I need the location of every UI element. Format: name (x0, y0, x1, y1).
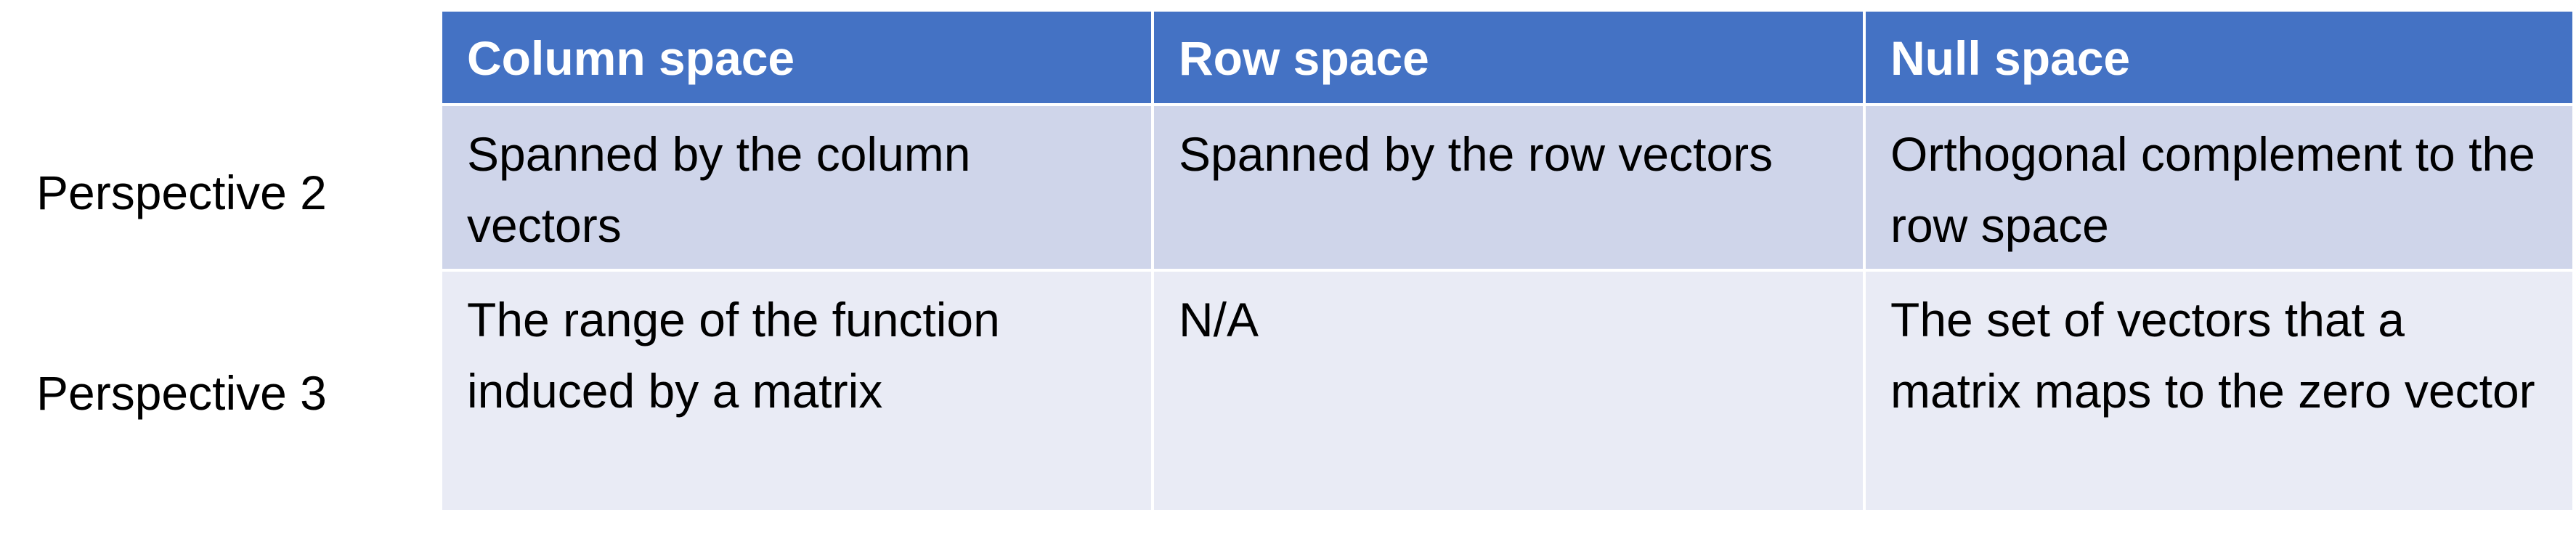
cell-text: The set of vectors that a matrix maps to… (1890, 293, 2535, 418)
cell-perspective-2-column-space: Spanned by the column vectors (439, 103, 1154, 272)
cell-text: Spanned by the column vectors (467, 127, 971, 252)
row-label-perspective-2: Perspective 2 (36, 166, 327, 219)
header-row: Column space Row space Null space (439, 9, 2575, 106)
header-row-space: Row space (1151, 9, 1866, 106)
table-row-perspective-2: Spanned by the column vectors Spanned by… (439, 103, 2575, 272)
table-row-perspective-3: The range of the function induced by a m… (439, 269, 2575, 513)
cell-text: The range of the function induced by a m… (467, 293, 1000, 418)
cell-text: Spanned by the row vectors (1179, 127, 1773, 181)
cell-perspective-2-row-space: Spanned by the row vectors (1151, 103, 1866, 272)
cell-perspective-2-null-space: Orthogonal complement to the row space (1863, 103, 2575, 272)
header-column-space: Column space (439, 9, 1154, 106)
row-label-perspective-3: Perspective 3 (36, 366, 327, 420)
cell-text: N/A (1179, 293, 1259, 346)
cell-perspective-3-column-space: The range of the function induced by a m… (439, 269, 1154, 513)
cell-perspective-3-null-space: The set of vectors that a matrix maps to… (1863, 269, 2575, 513)
table-body: Spanned by the column vectors Spanned by… (439, 103, 2575, 513)
table-header: Column space Row space Null space (439, 9, 2575, 106)
cell-text: Orthogonal complement to the row space (1890, 127, 2535, 252)
header-null-space: Null space (1863, 9, 2575, 106)
comparison-table: Column space Row space Null space Spanne… (439, 9, 2575, 513)
cell-perspective-3-row-space: N/A (1151, 269, 1866, 513)
row-labels: Perspective 2 Perspective 3 (0, 0, 439, 539)
